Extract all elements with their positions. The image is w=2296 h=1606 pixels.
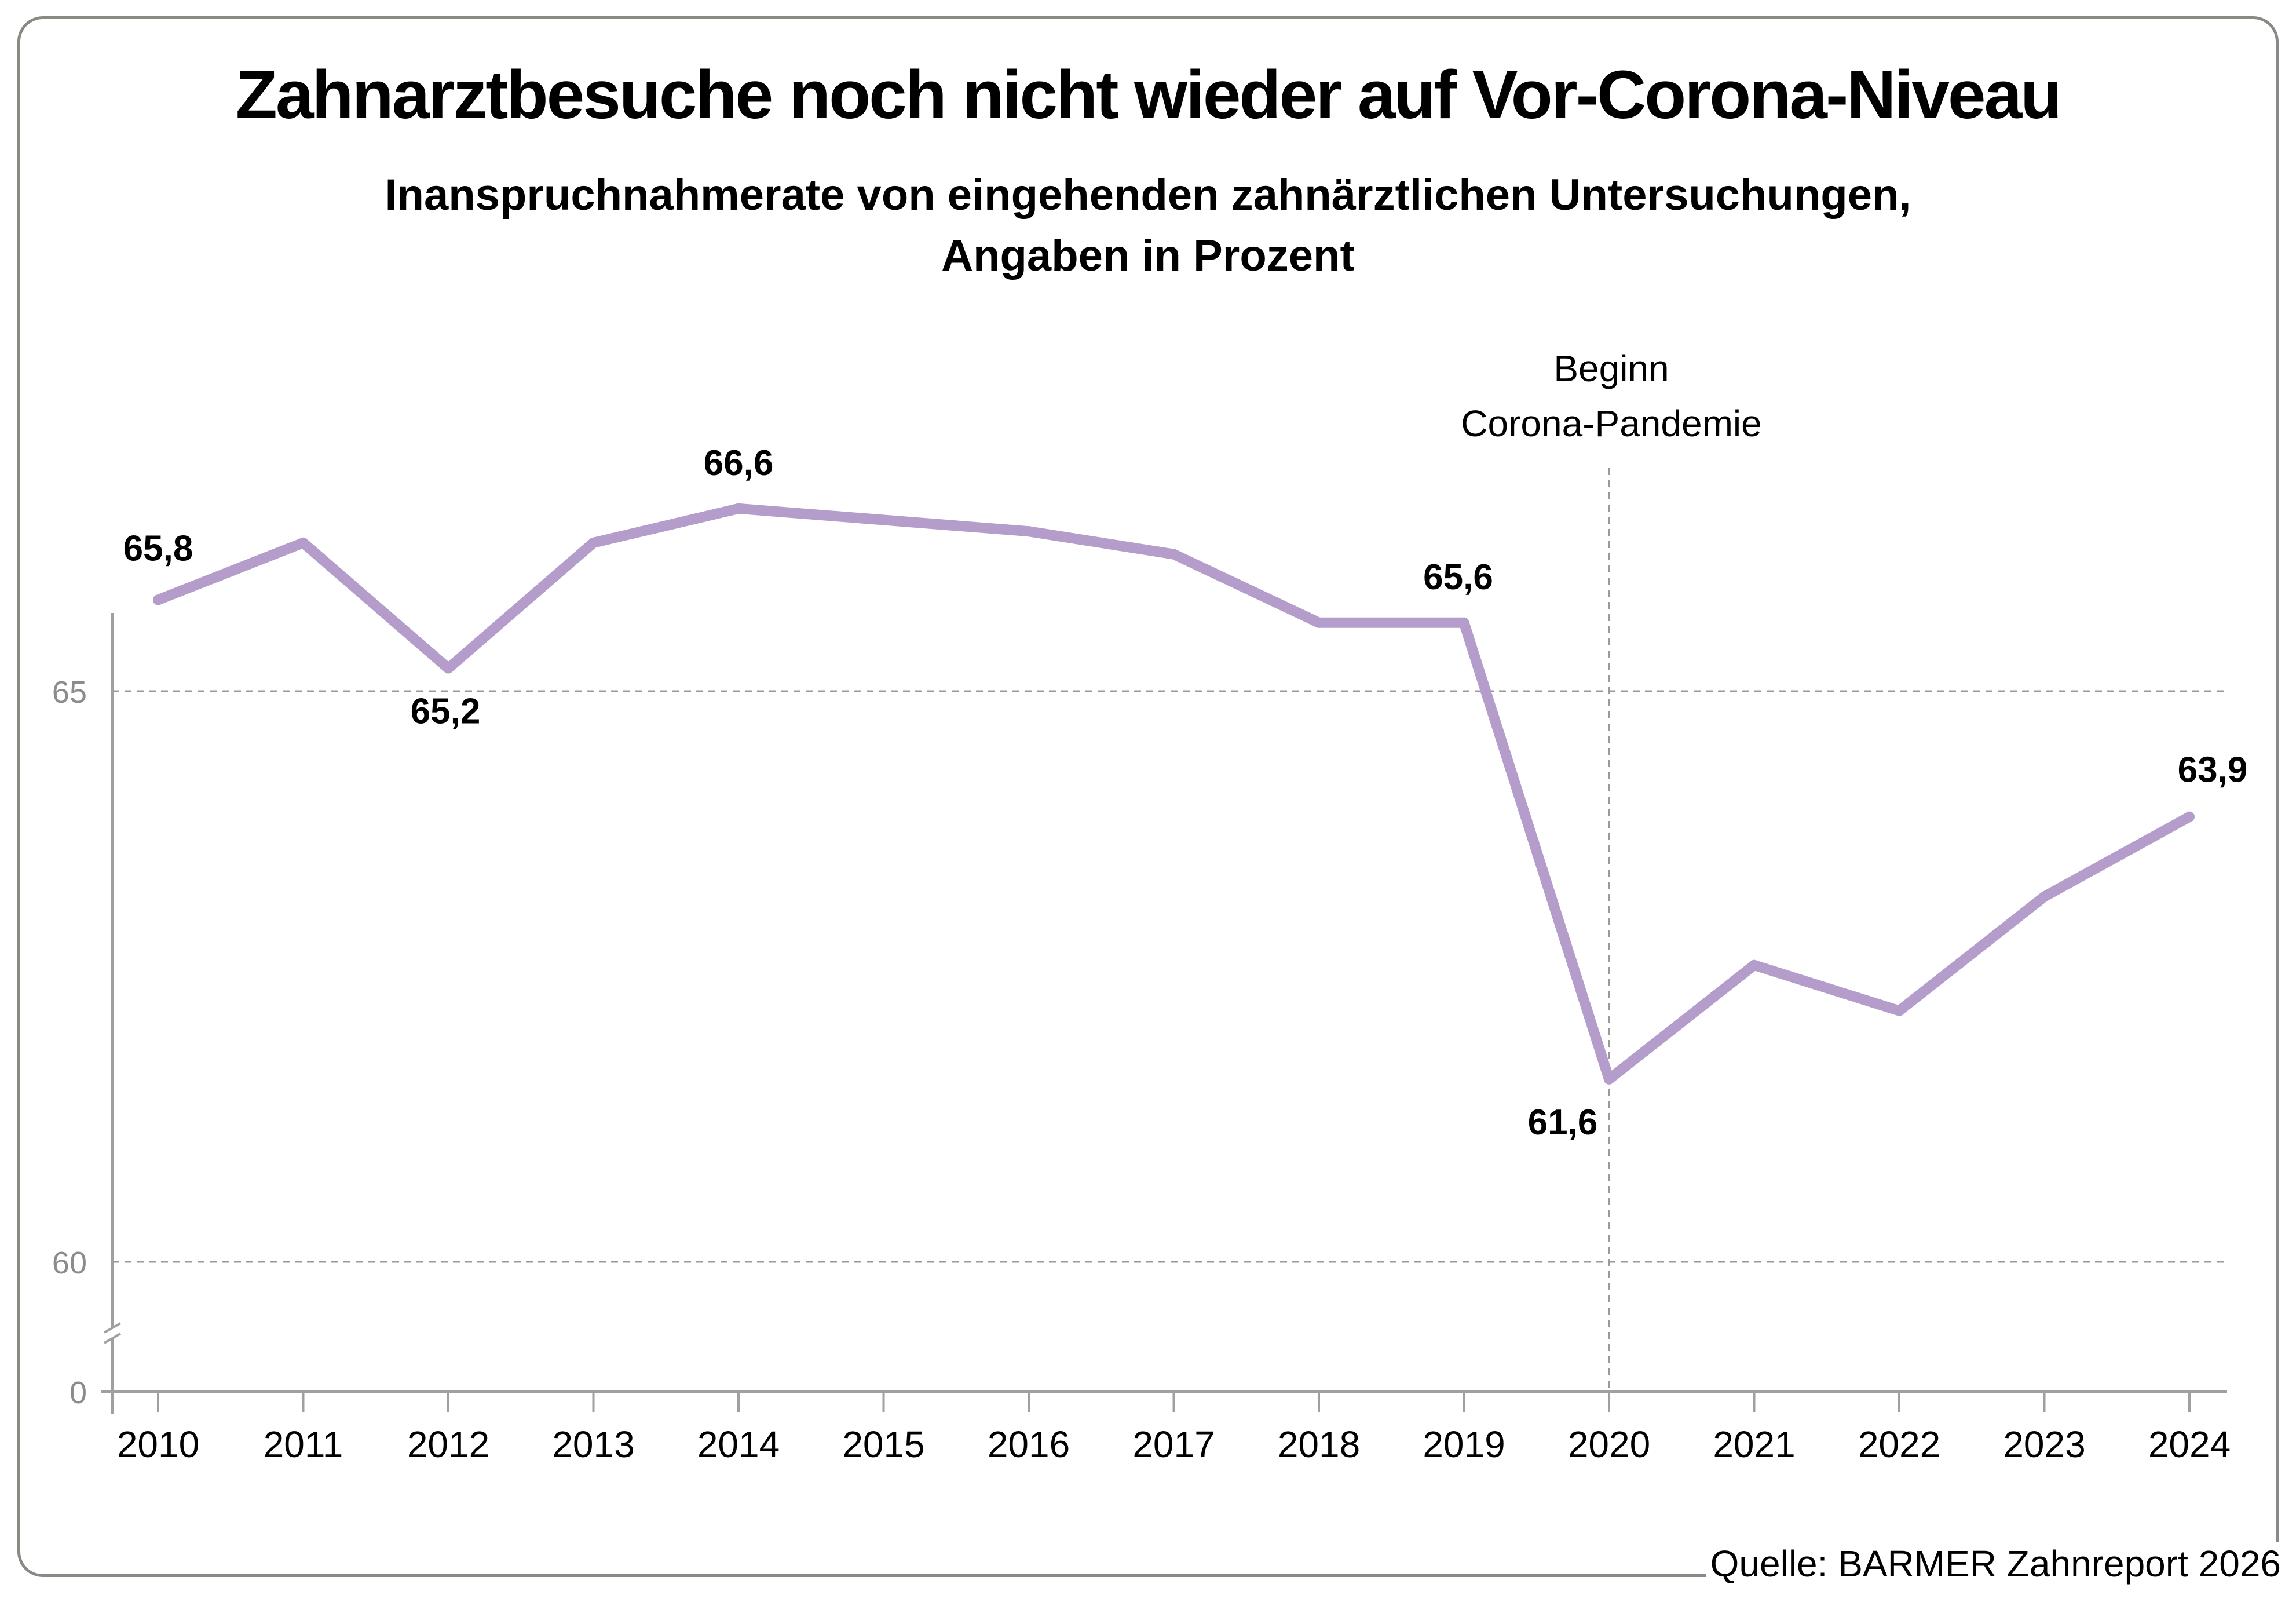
series-line-1 <box>153 503 2195 1085</box>
x-tick-label-2012: 2012 <box>407 1424 489 1465</box>
chart-subtitle-line-1: Inanspruchnahmerate von eingehenden zahn… <box>385 170 1911 220</box>
annotation-text-line-2: Corona-Pandemie <box>1461 403 1761 444</box>
data-point-2021 <box>1749 959 1760 970</box>
data-label-2012: 65,2 <box>411 692 481 732</box>
chart-frame <box>17 16 2279 1577</box>
y-tick-label-65: 65 <box>52 675 87 710</box>
data-point-2019 <box>1458 617 1469 628</box>
data-point-2015 <box>878 514 889 525</box>
data-point-2016 <box>1023 526 1034 537</box>
y-tick-label-60: 60 <box>52 1246 87 1280</box>
data-point-2012 <box>443 663 454 674</box>
data-point-2020 <box>1604 1074 1614 1085</box>
data-point-2014 <box>733 503 744 514</box>
axis-break-mark-1 <box>104 1322 121 1334</box>
data-label-2024: 63,9 <box>2178 750 2248 790</box>
x-tick-label-2013: 2013 <box>552 1424 634 1465</box>
x-tick-label-2019: 2019 <box>1423 1424 1505 1465</box>
data-point-2013 <box>588 537 599 548</box>
data-point-2017 <box>1168 549 1179 560</box>
data-point-2024 <box>2184 811 2195 822</box>
data-label-2020: 61,6 <box>1528 1103 1598 1143</box>
x-tick-label-2018: 2018 <box>1278 1424 1360 1465</box>
x-tick-label-2021: 2021 <box>1713 1424 1795 1465</box>
data-label-2014: 66,6 <box>704 443 774 483</box>
x-tick-label-2016: 2016 <box>988 1424 1070 1465</box>
x-tick-label-2011: 2011 <box>264 1424 343 1465</box>
x-tick-label-2010: 2010 <box>117 1424 199 1465</box>
data-point-2022 <box>1894 1005 1904 1016</box>
chart-title: Zahnarztbesuche noch nicht wieder auf Vo… <box>235 57 2062 133</box>
data-label-2010: 65,8 <box>123 528 193 568</box>
annotation-text-line-1: Beginn <box>1553 348 1669 389</box>
y-tick-label-0: 0 <box>70 1375 87 1410</box>
source-note: Quelle: BARMER Zahnreport 2026 <box>1705 1542 2281 1585</box>
x-tick-label-2014: 2014 <box>697 1424 780 1465</box>
data-point-2010 <box>153 594 163 605</box>
data-point-2023 <box>2039 891 2050 902</box>
x-tick-label-2020: 2020 <box>1568 1424 1650 1465</box>
axis-break-mark-2 <box>104 1333 121 1344</box>
x-tick-label-2015: 2015 <box>842 1424 924 1465</box>
chart-subtitle-line-2: Angaben in Prozent <box>941 231 1355 280</box>
x-tick-label-2023: 2023 <box>2003 1424 2085 1465</box>
data-label-2019: 65,6 <box>1423 557 1493 597</box>
data-point-2018 <box>1314 617 1324 628</box>
x-tick-label-2024: 2024 <box>2148 1424 2231 1465</box>
x-tick-label-2022: 2022 <box>1858 1424 1940 1465</box>
x-tick-label-2017: 2017 <box>1132 1424 1215 1465</box>
data-point-2011 <box>298 537 309 548</box>
